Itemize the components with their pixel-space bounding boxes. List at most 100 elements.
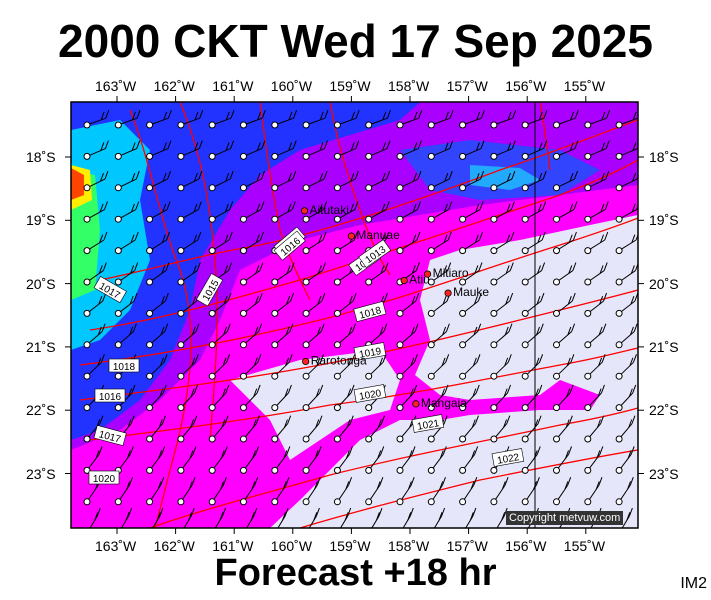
wind-barb <box>427 477 446 506</box>
wind-barb <box>114 201 140 223</box>
image-code: IM2 <box>680 575 707 592</box>
wind-barb <box>146 231 171 255</box>
wind-barb <box>208 292 232 317</box>
wind-barb <box>271 109 298 129</box>
isobar-label: 1018 <box>108 358 140 373</box>
wind-barb <box>208 201 234 223</box>
wind-barb <box>584 323 607 349</box>
wind-barb <box>615 354 637 380</box>
wind-barb <box>146 415 166 443</box>
wind-barb <box>302 109 329 129</box>
wind-barb <box>459 109 485 129</box>
place-name: Mitiaro <box>433 266 469 280</box>
wind-barb <box>333 140 360 160</box>
wind-barb <box>83 201 108 223</box>
wind-barb <box>521 170 547 192</box>
lon-label-bottom: 162˚W <box>153 538 195 554</box>
place-marker: Mauke <box>444 285 489 299</box>
wind-barb <box>177 231 202 255</box>
wind-barb <box>339 507 352 528</box>
forecast-label: Forecast +18 hr <box>214 552 497 594</box>
wind-barb <box>208 140 235 160</box>
isobar-label: 1016 <box>94 388 126 403</box>
lat-label-right: 22˚S <box>649 402 679 419</box>
wind-barb <box>271 354 293 380</box>
wind-barb <box>208 109 235 129</box>
wind-barb <box>302 323 325 349</box>
wind-barb <box>271 323 294 349</box>
isobar-label: 1021 <box>411 414 445 433</box>
wind-barb <box>271 477 290 506</box>
wind-barb <box>521 262 546 286</box>
svg-text:1020: 1020 <box>358 388 382 403</box>
wind-barb <box>647 171 671 191</box>
wind-barb <box>271 170 297 192</box>
wind-barb <box>333 292 357 317</box>
wind-barb <box>177 477 196 506</box>
wind-barb <box>553 477 572 506</box>
lon-label-bottom: 156˚W <box>505 538 547 554</box>
wind-barb <box>396 201 421 223</box>
wind-barb <box>459 446 479 474</box>
wind-barb <box>120 507 133 528</box>
wind-barb <box>490 292 514 317</box>
wind-barb <box>647 354 667 379</box>
wind-barb <box>146 323 169 349</box>
wind-barb <box>647 293 669 316</box>
wind-barb <box>240 446 260 474</box>
wind-barb <box>240 262 264 286</box>
lon-label-top: 159˚W <box>329 78 371 94</box>
wind-barb <box>521 292 545 317</box>
wind-barb <box>146 170 172 192</box>
svg-text:1019: 1019 <box>358 346 382 361</box>
lon-ticks <box>116 96 587 534</box>
wind-barb <box>114 109 141 129</box>
lon-label-top: 161˚W <box>212 78 254 94</box>
lon-label-top: 160˚W <box>270 78 313 94</box>
wind-barb <box>271 446 291 474</box>
wind-barb <box>333 477 353 506</box>
wind-barb <box>271 262 295 286</box>
wind-barb <box>240 140 266 160</box>
wind-barb <box>365 446 385 474</box>
wind-barb <box>365 201 390 223</box>
wind-barb <box>177 415 198 443</box>
wind-barb <box>146 140 172 160</box>
isobar-label: 1020 <box>353 384 387 403</box>
wind-barb <box>459 262 483 286</box>
wind-barb <box>114 231 139 255</box>
isobar-label: 1019 <box>353 342 387 361</box>
lon-label-bottom: 163˚W <box>95 538 137 554</box>
wind-barb <box>490 477 509 506</box>
wind-barb <box>615 111 638 129</box>
wind-barb <box>240 323 263 349</box>
wind-barb <box>177 446 197 474</box>
wind-barb <box>83 140 109 160</box>
wind-barb <box>208 446 228 474</box>
wind-barb <box>177 323 200 349</box>
wind-barb <box>214 507 226 528</box>
lat-ticks <box>65 156 644 474</box>
wind-barb <box>208 415 229 443</box>
wind-barb <box>302 140 328 160</box>
wind-barb <box>647 232 670 254</box>
wind-barb <box>584 415 605 443</box>
wind-barb <box>427 201 453 223</box>
wind-barb <box>271 201 296 223</box>
wind-barb <box>427 140 454 160</box>
wind-barb <box>521 201 547 223</box>
svg-text:1022: 1022 <box>496 452 520 467</box>
wind-barb <box>553 140 579 160</box>
wind-barb <box>396 292 420 317</box>
isobar-label: 1020 <box>88 470 120 485</box>
lat-label-right: 19˚S <box>649 212 679 229</box>
lat-label-left: 22˚S <box>26 402 56 419</box>
wind-barb <box>427 323 450 349</box>
rain-area-cyan-east <box>470 165 540 190</box>
wind-barb <box>365 170 391 192</box>
wind-barb <box>183 507 195 528</box>
wind-barb <box>114 323 137 349</box>
wind-barb <box>271 292 295 317</box>
wind-barb <box>615 384 637 412</box>
